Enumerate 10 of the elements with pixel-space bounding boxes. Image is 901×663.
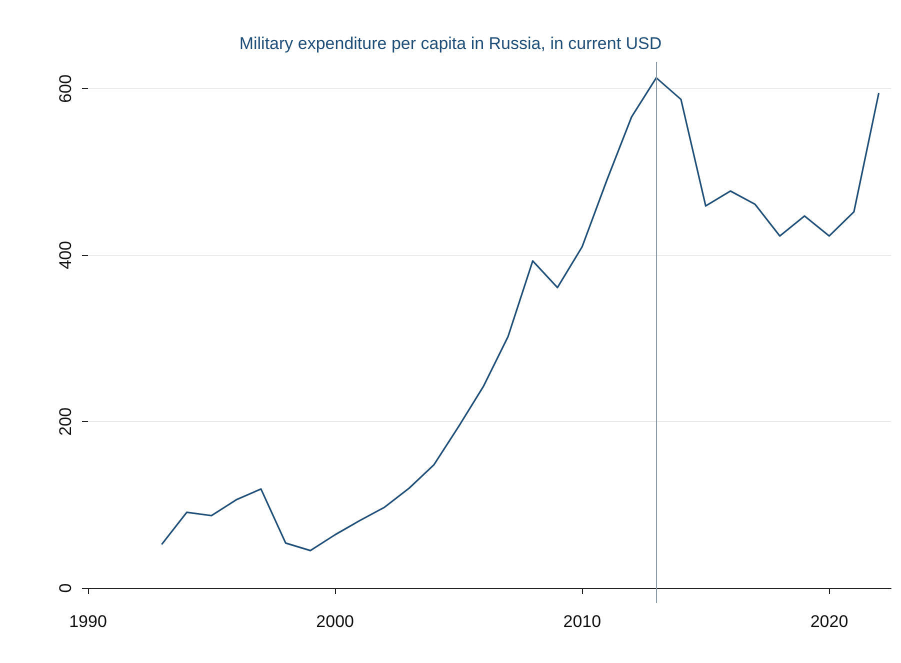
chart-title: Military expenditure per capita in Russia, in current USD: [239, 34, 662, 53]
x-tick-label: 2020: [810, 612, 848, 631]
x-tick-label: 1990: [69, 612, 107, 631]
y-tick-label: 0: [56, 583, 75, 593]
y-tick-label: 400: [56, 240, 75, 270]
x-tick-label: 2000: [316, 612, 354, 631]
line-series: [161, 77, 880, 552]
x-tick-label: 2010: [563, 612, 602, 631]
y-tick-label: 600: [56, 74, 75, 103]
y-tick-label: 200: [56, 407, 75, 436]
